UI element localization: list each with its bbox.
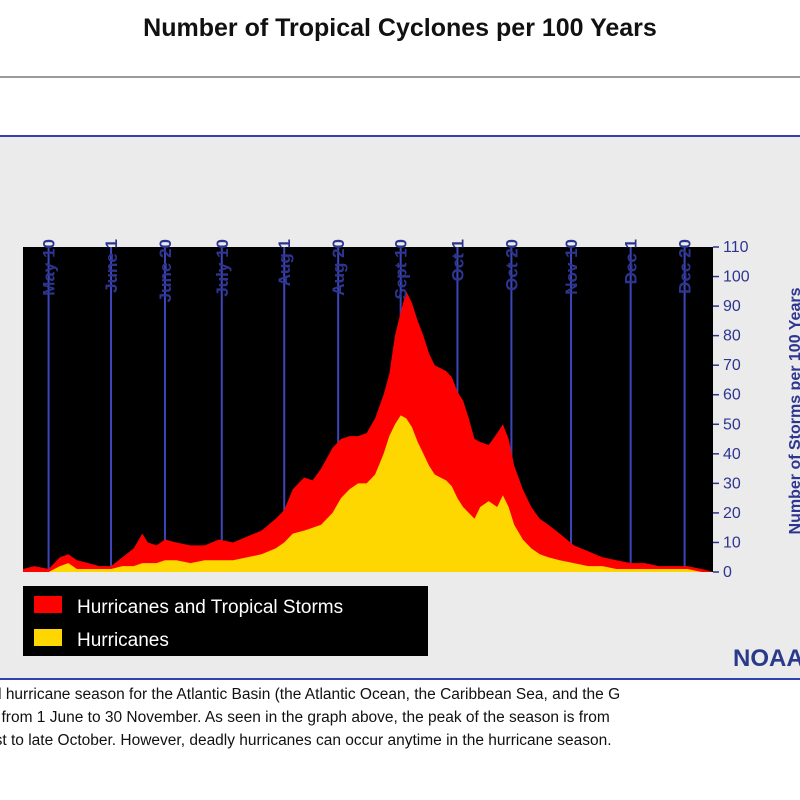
legend: Hurricanes and Tropical Storms Hurricane… <box>23 586 428 656</box>
date-tick-label: Aug 20 <box>329 239 348 296</box>
y-axis-ticks: 0 10 20 30 40 50 60 70 80 90 100 110 <box>713 239 750 581</box>
y-tick-label: 20 <box>723 505 741 522</box>
date-tick-label: Dec 1 <box>622 239 641 284</box>
legend-label-storms: Hurricanes and Tropical Storms <box>77 597 343 618</box>
area-hurricanes-and-tropical-storms <box>23 291 713 572</box>
title-divider <box>0 76 800 78</box>
date-tick-label: Aug 1 <box>275 239 294 286</box>
page-title: Number of Tropical Cyclones per 100 Year… <box>143 14 657 42</box>
y-tick-label: 100 <box>723 269 750 286</box>
date-tick-label: Dec 20 <box>676 239 695 294</box>
date-tick-label: June 20 <box>156 239 175 302</box>
caption-line: is from 1 June to 30 November. As seen i… <box>0 709 610 726</box>
date-gridlines <box>47 247 686 572</box>
date-tick-labels: May 10 June 1 June 20 July 10 Aug 1 Aug 20 Sep… <box>40 239 695 302</box>
cyclone-chart: May 10 June 1 June 20 July 10 Aug 1 Aug 20 Sep… <box>23 239 800 656</box>
y-tick-label: 0 <box>723 564 732 581</box>
area-hurricanes <box>23 415 713 572</box>
area-series <box>23 291 713 572</box>
y-axis-title: Number of Storms per 100 Years <box>787 287 800 534</box>
date-tick-label: Nov 10 <box>562 239 581 295</box>
legend-swatch-storms <box>34 596 62 613</box>
y-tick-label: 50 <box>723 416 741 433</box>
date-tick-label: Oct 20 <box>502 239 521 291</box>
date-tick-label: June 1 <box>102 239 121 293</box>
legend-background <box>23 586 428 656</box>
date-tick-label: May 10 <box>40 239 59 296</box>
y-tick-label: 110 <box>723 239 749 256</box>
y-tick-label: 90 <box>723 298 741 315</box>
date-tick-label: Sept 10 <box>392 239 411 299</box>
y-tick-label: 60 <box>723 387 741 404</box>
date-tick-label: July 10 <box>213 239 232 297</box>
y-tick-label: 80 <box>723 328 741 345</box>
caption: ial hurricane season for the Atlantic Ba… <box>0 683 800 752</box>
chart-frame: May 10 June 1 June 20 July 10 Aug 1 Aug 20 Sep… <box>0 135 800 680</box>
date-tick-label: Oct 1 <box>448 239 467 282</box>
y-tick-label: 10 <box>723 534 741 551</box>
legend-swatch-hurricanes <box>34 629 62 646</box>
caption-line: ial hurricane season for the Atlantic Ba… <box>0 686 621 703</box>
caption-line: ust to late October. However, deadly hur… <box>0 732 612 749</box>
y-tick-label: 30 <box>723 475 741 492</box>
noaa-credit: NOAA <box>733 645 800 672</box>
y-tick-label: 70 <box>723 357 741 374</box>
legend-label-hurricanes: Hurricanes <box>77 630 169 651</box>
y-tick-label: 40 <box>723 446 741 463</box>
